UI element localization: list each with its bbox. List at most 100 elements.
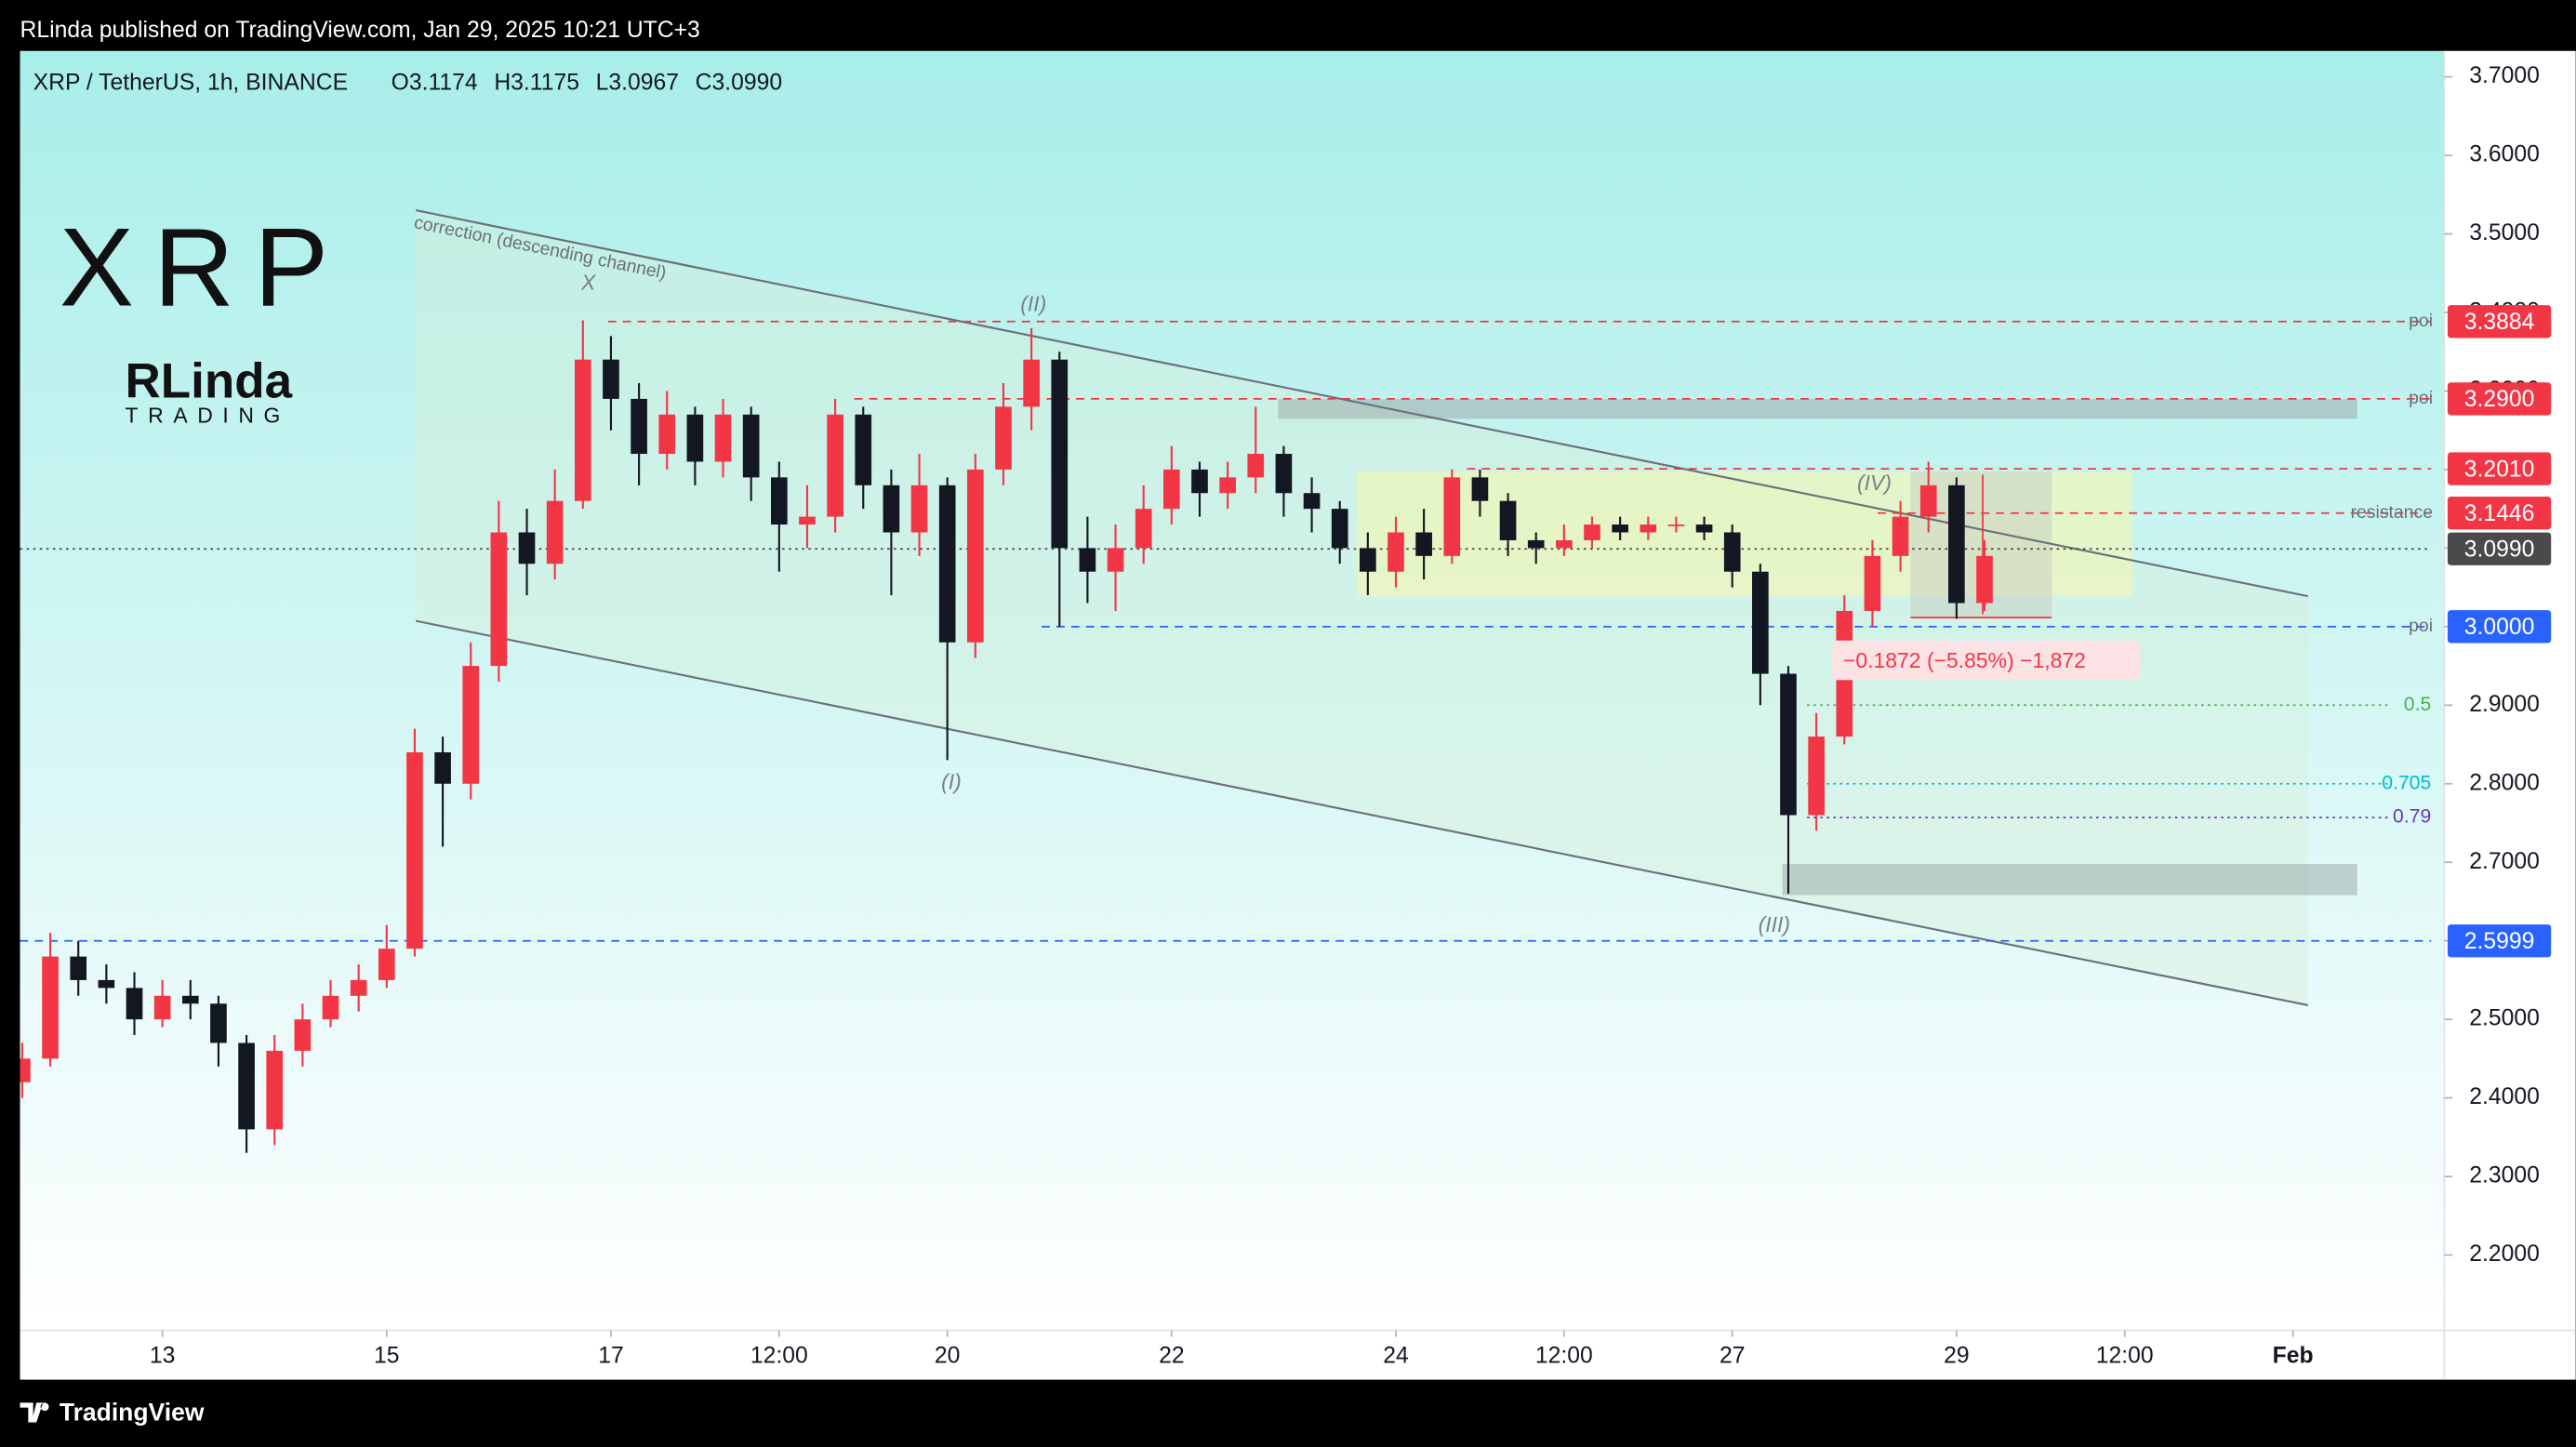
x-tick-label: 29 — [1944, 1343, 1969, 1368]
x-tick-label: 15 — [374, 1343, 400, 1368]
candle-body — [153, 995, 171, 1020]
candle-body — [1640, 524, 1657, 533]
logo-author: RLinda — [126, 353, 293, 408]
candle-body — [1388, 532, 1404, 572]
logo-symbol: XRP — [60, 205, 348, 329]
x-tick-label: 27 — [1720, 1343, 1745, 1368]
candle-body — [1667, 524, 1685, 526]
candle-body — [546, 500, 564, 564]
candle-body — [1919, 485, 1937, 517]
ohlc-label: C3.0990 — [696, 71, 782, 96]
candle-body — [1752, 571, 1769, 674]
footer-logo: TradingView — [20, 1399, 205, 1427]
wave-label: (IV) — [1857, 471, 1892, 495]
fib-label: 0.705 — [2382, 772, 2431, 793]
y-tick-label: 3.7000 — [2469, 63, 2540, 88]
candle-body — [1864, 555, 1881, 611]
fib-label: 0.79 — [2393, 806, 2431, 828]
candle-body — [1163, 469, 1180, 510]
level-badge — [2447, 610, 2552, 644]
candle-body — [434, 751, 451, 784]
y-tick-label: 2.2000 — [2469, 1241, 2540, 1267]
candle-body — [490, 532, 508, 667]
level-note: poi — [2409, 388, 2433, 408]
footer-icon — [20, 1402, 49, 1423]
level-badge — [2447, 532, 2552, 565]
level-badge — [2447, 452, 2552, 485]
candle-body — [462, 666, 480, 784]
candle-body — [938, 485, 956, 643]
level-badge — [2447, 305, 2552, 339]
candle-body — [855, 414, 872, 485]
level-label: 3.2900 — [2464, 387, 2535, 412]
candle-body — [686, 414, 704, 462]
candle-body — [322, 995, 339, 1020]
candle-body — [238, 1042, 255, 1130]
candle-body — [1976, 555, 1993, 604]
candle-body — [714, 414, 732, 462]
logo-tagline: TRADING — [126, 404, 290, 428]
candle-body — [770, 477, 788, 525]
level-label: 3.1446 — [2464, 501, 2535, 526]
candle-body — [42, 956, 59, 1059]
candle-body — [181, 995, 199, 1004]
candle-body — [1556, 539, 1573, 549]
y-tick-label: 3.5000 — [2469, 220, 2540, 246]
level-label: 3.0990 — [2464, 538, 2535, 563]
candle-body — [406, 751, 423, 949]
wave-label: (I) — [941, 770, 962, 794]
level-note: poi — [2409, 311, 2433, 331]
wave-label: X — [580, 271, 597, 295]
level-label: 3.3884 — [2464, 310, 2535, 335]
x-tick-label: 22 — [1159, 1343, 1185, 1368]
candle-body — [799, 516, 816, 525]
candle-body — [1303, 493, 1321, 510]
candle-body — [1892, 516, 1909, 556]
candle-body — [1079, 548, 1096, 572]
candle-body — [1471, 477, 1489, 501]
candle-body — [70, 956, 87, 980]
measure-box — [1831, 640, 2141, 681]
ohlc-label: L3.0967 — [596, 71, 679, 96]
candle-body — [742, 414, 760, 478]
ohlc-label: O3.1174 — [392, 71, 478, 96]
candle-body — [1584, 524, 1600, 540]
x-tick-label: 12:00 — [1535, 1343, 1593, 1368]
candle-body — [883, 485, 900, 533]
y-tick-label: 2.9000 — [2469, 692, 2540, 717]
candle-body — [1023, 359, 1040, 407]
candle-body — [1360, 548, 1376, 572]
price-axis — [2444, 50, 2576, 1380]
y-tick-label: 2.8000 — [2469, 770, 2540, 795]
candle-body — [1051, 359, 1069, 549]
level-label: 3.2010 — [2464, 457, 2535, 482]
wave-label: (II) — [1020, 292, 1046, 316]
channel-line — [415, 209, 2309, 598]
zone — [1278, 399, 2357, 419]
candle-body — [1612, 524, 1628, 533]
level-badge — [2447, 382, 2552, 416]
candle-body — [350, 979, 367, 996]
ohlc-label: H3.1175 — [494, 71, 579, 96]
candle-body — [1948, 485, 1965, 604]
candle-body — [631, 398, 647, 455]
candle-body — [1443, 477, 1461, 556]
channel-fill — [416, 210, 2308, 1005]
plot-area — [20, 50, 2445, 1331]
candle-body — [910, 485, 928, 533]
candle-body — [827, 414, 843, 517]
footer-brand: TradingView — [60, 1399, 205, 1427]
y-tick-label: 2.4000 — [2469, 1084, 2540, 1109]
candle-body — [995, 406, 1012, 470]
candle-body — [966, 469, 984, 643]
fib-label: 0.5 — [2404, 694, 2431, 715]
plot — [20, 209, 2432, 1153]
candle-body — [1275, 454, 1293, 494]
candle-body — [1135, 509, 1152, 549]
candle-body — [603, 359, 619, 399]
zone — [1782, 864, 2357, 896]
candle-body — [574, 359, 591, 501]
candle-body — [1107, 548, 1124, 572]
y-tick-label: 3.6000 — [2469, 142, 2540, 167]
